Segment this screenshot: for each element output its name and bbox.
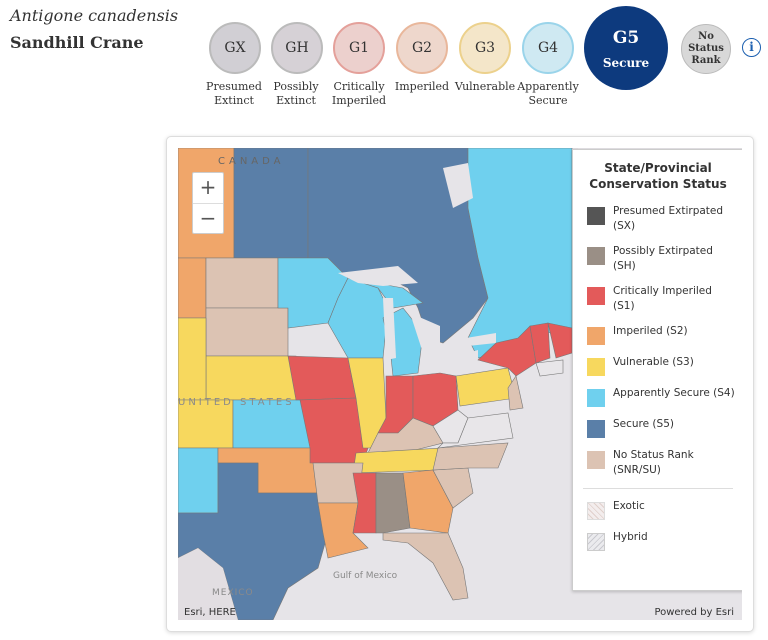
legend-item: Apparently Secure (S4) xyxy=(573,386,742,407)
zoom-out-button[interactable]: − xyxy=(199,206,217,230)
legend-swatch-exotic-icon xyxy=(587,502,605,520)
mexico-land xyxy=(178,548,238,620)
rank-g3[interactable]: G3 xyxy=(459,22,511,74)
legend-item: Presumed Extirpated (SX) xyxy=(573,204,742,234)
state-michigan-up xyxy=(347,277,424,309)
no-status-rank[interactable]: No Status Rank xyxy=(681,24,731,74)
powered-by[interactable]: Powered by Esri xyxy=(654,607,734,618)
rank-gx[interactable]: GX xyxy=(209,22,261,74)
zoom-in-button[interactable]: + xyxy=(193,173,223,204)
rank-g5-label: Secure xyxy=(602,56,650,70)
legend-swatch-snr-icon xyxy=(587,451,605,469)
rank-g1-label: Critically Imperiled xyxy=(331,80,387,107)
legend-item: No Status Rank (SNR/SU) xyxy=(573,448,742,478)
label-gulf: Gulf of Mexico xyxy=(333,571,398,581)
map-attribution[interactable]: Esri, HERE xyxy=(184,607,236,618)
state-mississippi xyxy=(352,472,377,534)
state-nj-md xyxy=(507,375,524,411)
label-mexico: MEXICO xyxy=(212,588,254,598)
info-icon[interactable]: i xyxy=(742,38,761,57)
no-status-rank-label: No Status Rank xyxy=(688,31,724,66)
legend-swatch-s5-icon xyxy=(587,420,605,438)
state-nebraska xyxy=(205,355,301,401)
state-north-dakota xyxy=(205,257,279,309)
map-view[interactable]: CANADA UNITED STATES MEXICO Gulf of Mexi… xyxy=(178,148,742,620)
legend-swatch-s1-icon xyxy=(587,287,605,305)
legend-title: State/Provincial Conservation Status xyxy=(589,161,727,191)
legend-panel: State/Provincial Conservation Status Pre… xyxy=(572,149,742,591)
rank-g5-current[interactable]: G5 Secure xyxy=(584,6,668,90)
label-canada: CANADA xyxy=(218,156,285,167)
rank-gx-label: Presumed Extinct xyxy=(206,80,262,107)
legend-swatch-s3-icon xyxy=(587,358,605,376)
state-alabama xyxy=(375,472,411,534)
state-south-dakota xyxy=(205,307,289,357)
label-us: UNITED STATES xyxy=(178,397,295,408)
common-name: Sandhill Crane xyxy=(10,33,144,52)
rank-g1[interactable]: G1 xyxy=(333,22,385,74)
legend-swatch-hybrid-icon xyxy=(587,533,605,551)
state-florida xyxy=(382,532,469,601)
state-texas xyxy=(178,462,329,620)
legend-divider xyxy=(583,488,733,489)
state-wyoming xyxy=(178,317,207,401)
legend-item: Hybrid xyxy=(573,530,742,551)
lake-superior xyxy=(338,266,418,286)
legend-swatch-s4-icon xyxy=(587,389,605,407)
rank-g3-label: Vulnerable xyxy=(454,80,516,93)
legend-swatch-sh-icon xyxy=(587,247,605,265)
state-georgia xyxy=(402,469,454,534)
zoom-control: + − xyxy=(192,172,224,234)
rank-g2-label: Imperiled xyxy=(394,80,450,93)
lake-erie xyxy=(433,350,478,373)
state-montana xyxy=(178,257,207,319)
legend-item: Exotic xyxy=(573,499,742,520)
state-north-carolina xyxy=(432,442,509,471)
legend-item: Secure (S5) xyxy=(573,417,742,438)
state-virginia xyxy=(437,412,514,449)
legend-swatch-s2-icon xyxy=(587,327,605,345)
rank-g4[interactable]: G4 xyxy=(522,22,574,74)
state-new-mexico xyxy=(178,447,219,514)
legend-item: Possibly Extirpated (SH) xyxy=(573,244,742,274)
legend-swatch-sx-icon xyxy=(587,207,605,225)
map-card: CANADA UNITED STATES MEXICO Gulf of Mexi… xyxy=(166,136,754,632)
legend-item: Critically Imperiled (S1) xyxy=(573,284,742,314)
scientific-name: Antigone canadensis xyxy=(10,6,179,25)
legend-item: Vulnerable (S3) xyxy=(573,355,742,376)
state-vermont-nh xyxy=(529,322,551,364)
rank-g2[interactable]: G2 xyxy=(396,22,448,74)
rank-g4-label: Apparently Secure xyxy=(517,80,579,107)
lake-ontario xyxy=(466,333,496,346)
lake-huron xyxy=(410,313,440,353)
lake-michigan xyxy=(383,298,396,360)
rank-g5-code: G5 xyxy=(612,28,640,48)
water-hudson xyxy=(443,163,473,208)
state-iowa xyxy=(287,355,357,401)
state-mass xyxy=(535,359,564,377)
rank-gh-label: Possibly Extinct xyxy=(273,80,319,107)
rank-gh[interactable]: GH xyxy=(271,22,323,74)
legend-item: Imperiled (S2) xyxy=(573,324,742,345)
